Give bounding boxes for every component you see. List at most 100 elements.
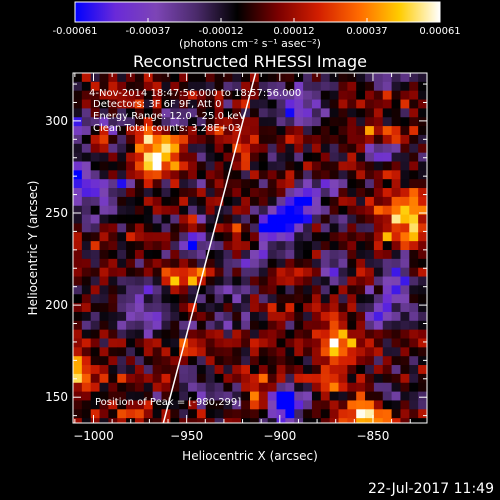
heatmap-cell — [250, 179, 260, 189]
heatmap-cell — [232, 285, 242, 295]
heatmap-cell — [143, 232, 154, 242]
heatmap-cell — [223, 196, 233, 207]
heatmap-cell — [320, 143, 331, 154]
heatmap-cell — [338, 108, 348, 118]
heatmap-cell — [223, 73, 233, 83]
heatmap-cell — [356, 152, 366, 162]
heatmap-cell — [373, 214, 384, 224]
heatmap-cell — [223, 311, 233, 322]
heatmap-cell — [143, 338, 154, 348]
heatmap-cell — [134, 382, 145, 392]
heatmap-cell — [409, 152, 419, 162]
heatmap-cell — [73, 347, 83, 357]
heatmap-cell — [90, 134, 100, 145]
heatmap-cell — [134, 161, 145, 171]
heatmap-cell — [391, 134, 401, 145]
heatmap-cell — [303, 152, 313, 162]
heatmap-cell — [373, 303, 384, 313]
heatmap-cell — [188, 90, 198, 100]
heatmap-cell — [99, 347, 109, 357]
heatmap-cell — [285, 232, 295, 242]
heatmap-cell — [418, 250, 427, 260]
heatmap-cell — [418, 311, 427, 322]
heatmap-cell — [223, 329, 233, 339]
heatmap-cell — [303, 320, 313, 331]
heatmap-cell — [152, 418, 162, 423]
heatmap-cell — [276, 241, 286, 251]
heatmap-cell — [152, 338, 162, 348]
heatmap-cell — [152, 223, 162, 233]
heatmap-cell — [267, 382, 277, 392]
heatmap-cell — [418, 143, 427, 154]
heatmap-cell — [188, 241, 198, 251]
heatmap-cell — [73, 152, 83, 162]
annotation-time-range: 4-Nov-2014 18:47:56.000 to 18:57:56.000 — [89, 88, 302, 99]
heatmap-cell — [205, 170, 215, 180]
heatmap-cell — [90, 161, 100, 171]
heatmap-cell — [161, 188, 171, 198]
heatmap-cell — [232, 347, 242, 357]
heatmap-cell — [409, 391, 419, 401]
heatmap-cell — [152, 409, 162, 419]
heatmap-cell — [214, 134, 224, 145]
heatmap-cell — [241, 126, 251, 136]
heatmap-cell — [329, 205, 339, 215]
heatmap-cell — [250, 365, 260, 375]
heatmap-cell — [267, 143, 277, 154]
annotation-energy-range: Energy Range: 12.0 - 25.0 keV — [93, 111, 246, 122]
heatmap-cell — [320, 409, 331, 419]
heatmap-cell — [117, 311, 127, 322]
heatmap-cell — [223, 90, 233, 100]
heatmap-cell — [320, 356, 331, 366]
heatmap-cell — [73, 338, 83, 348]
heatmap-cell — [382, 418, 392, 423]
heatmap-cell — [223, 347, 233, 357]
heatmap-cell — [126, 73, 136, 83]
heatmap-cell — [303, 391, 313, 401]
heatmap-cell — [276, 73, 286, 83]
heatmap-cell — [409, 241, 419, 251]
heatmap-cell — [205, 382, 215, 392]
heatmap-cell — [294, 267, 304, 277]
heatmap-cell — [303, 267, 313, 277]
heatmap-cell — [205, 373, 215, 384]
heatmap-cell — [99, 143, 109, 154]
heatmap-cell — [179, 223, 189, 233]
heatmap-cell — [365, 391, 375, 401]
heatmap-cell — [134, 329, 145, 339]
heatmap-cell — [303, 214, 313, 224]
heatmap-cell — [400, 365, 410, 375]
heatmap-cell — [179, 170, 189, 180]
heatmap-cell — [373, 117, 384, 127]
heatmap-cell — [267, 285, 277, 295]
heatmap-cell — [99, 188, 109, 198]
heatmap-cell — [188, 126, 198, 136]
heatmap-cell — [134, 338, 145, 348]
heatmap-cell — [338, 276, 348, 286]
heatmap-cell — [214, 382, 224, 392]
heatmap-cell — [170, 258, 180, 269]
heatmap-cell — [73, 400, 83, 410]
heatmap-cell — [391, 152, 401, 162]
heatmap-cell — [117, 250, 127, 260]
heatmap-cell — [196, 294, 207, 304]
heatmap-cell — [409, 223, 419, 233]
heatmap-cell — [311, 267, 322, 277]
heatmap-cell — [126, 117, 136, 127]
heatmap-cell — [400, 373, 410, 384]
heatmap-cell — [409, 382, 419, 392]
heatmap-cell — [258, 258, 269, 269]
heatmap-cell — [90, 214, 100, 224]
heatmap-cell — [241, 223, 251, 233]
heatmap-cell — [250, 418, 260, 423]
heatmap-cell — [179, 258, 189, 269]
heatmap-cell — [409, 285, 419, 295]
heatmap-cell — [90, 338, 100, 348]
heatmap-cell — [223, 214, 233, 224]
heatmap-cell — [196, 73, 207, 83]
heatmap-cell — [152, 382, 162, 392]
heatmap-cell — [347, 258, 357, 269]
heatmap-cell — [409, 338, 419, 348]
heatmap-cell — [179, 205, 189, 215]
heatmap-cell — [108, 373, 118, 384]
